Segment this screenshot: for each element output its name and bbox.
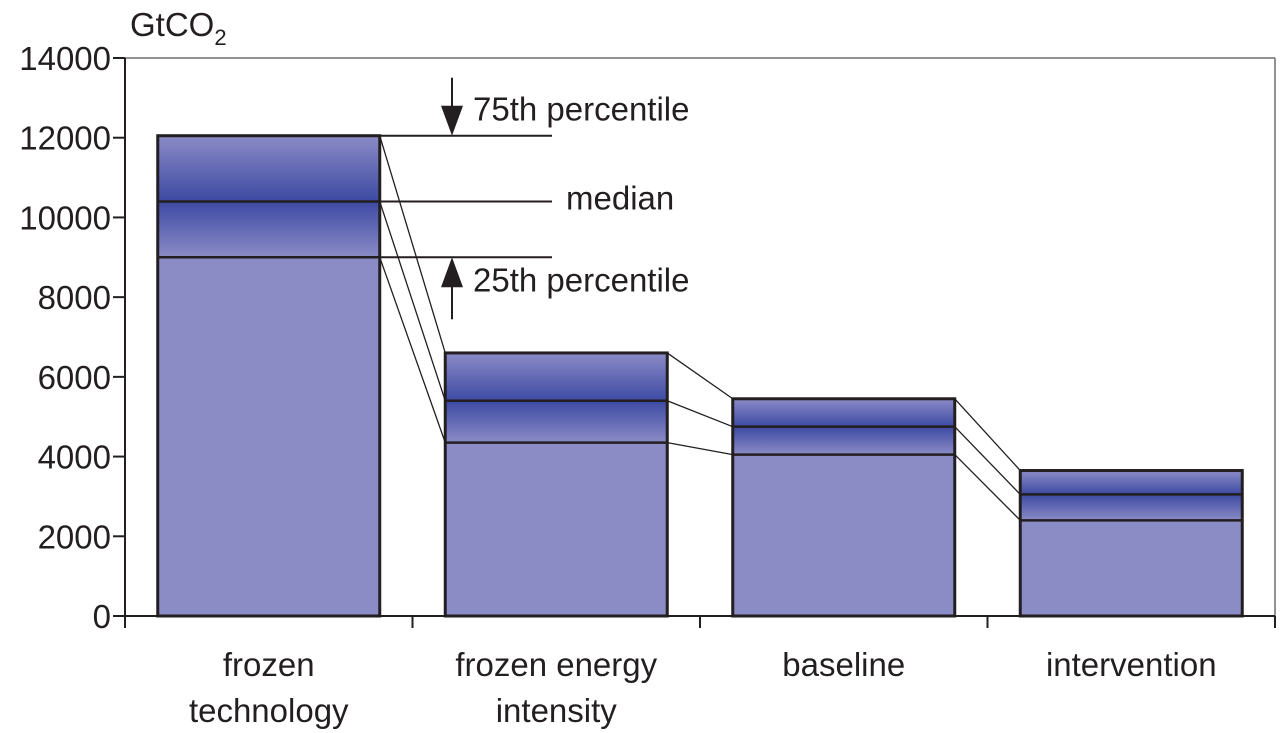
y-tick-label-0: 0 xyxy=(93,598,111,635)
annotations: 75th percentile median 25th percentile xyxy=(379,77,689,320)
category-label-intervention-0: intervention xyxy=(1046,646,1217,683)
connector-median-2 xyxy=(954,426,1021,495)
category-label-frozen-energy-intensity-1: intensity xyxy=(496,692,618,729)
y-axis-unit-text: GtCO xyxy=(130,6,214,43)
y-tick-label-8000: 8000 xyxy=(38,279,111,316)
y-tick-label-2000: 2000 xyxy=(38,518,111,555)
bar-lower-band-frozen-technology xyxy=(157,201,380,258)
arrow-up-head xyxy=(441,257,463,288)
connector-q25-2 xyxy=(954,454,1021,521)
annotation-label-median: median xyxy=(566,179,674,216)
y-tick-label-14000: 14000 xyxy=(19,40,111,77)
y-axis-unit-label: GtCO2 xyxy=(130,6,227,50)
connector-q25-1 xyxy=(667,441,733,456)
bar-outline-intervention xyxy=(1018,469,1244,618)
y-tick-label-12000: 12000 xyxy=(19,120,111,157)
connector-q25-0 xyxy=(379,257,446,443)
bar-lower-band-frozen-energy-intensity xyxy=(445,400,668,443)
y-tick-label-6000: 6000 xyxy=(38,359,111,396)
bar-outline-frozen-technology xyxy=(156,134,382,618)
bar-lower-band-intervention xyxy=(1020,494,1243,521)
connector-q75-0 xyxy=(379,135,446,354)
connector-median-0 xyxy=(379,201,446,401)
bar-upper-band-intervention xyxy=(1020,470,1243,495)
bar-upper-band-baseline xyxy=(732,398,955,427)
connector-lines xyxy=(379,135,1021,521)
connector-median-1 xyxy=(667,400,733,428)
connector-q75-1 xyxy=(666,352,734,400)
connector-q75-2 xyxy=(954,398,1021,471)
y-axis: 0 2000 4000 6000 8000 10000 12000 14000 xyxy=(19,40,125,635)
bars xyxy=(156,134,1244,618)
category-label-frozen-energy-intensity-0: frozen energy xyxy=(455,646,657,683)
bar-outline-baseline xyxy=(731,397,957,618)
annotation-label-q75: 75th percentile xyxy=(473,91,689,128)
bar-lower-band-baseline xyxy=(732,426,955,455)
category-label-frozen-technology-0: frozen xyxy=(223,646,315,683)
category-label-baseline-0: baseline xyxy=(782,646,905,683)
arrow-down-head xyxy=(441,105,463,136)
bar-upper-band-frozen-technology xyxy=(157,135,380,202)
category-label-frozen-technology-1: technology xyxy=(189,692,349,729)
bar-outline-frozen-energy-intensity xyxy=(443,351,669,618)
y-tick-label-4000: 4000 xyxy=(38,439,111,476)
y-axis-unit-subscript: 2 xyxy=(214,25,226,50)
x-axis: frozen technology frozen energy intensity ba… xyxy=(124,616,1276,729)
y-tick-label-10000: 10000 xyxy=(19,199,111,236)
bar-upper-band-frozen-energy-intensity xyxy=(445,352,668,401)
annotation-label-q25: 25th percentile xyxy=(473,261,689,298)
